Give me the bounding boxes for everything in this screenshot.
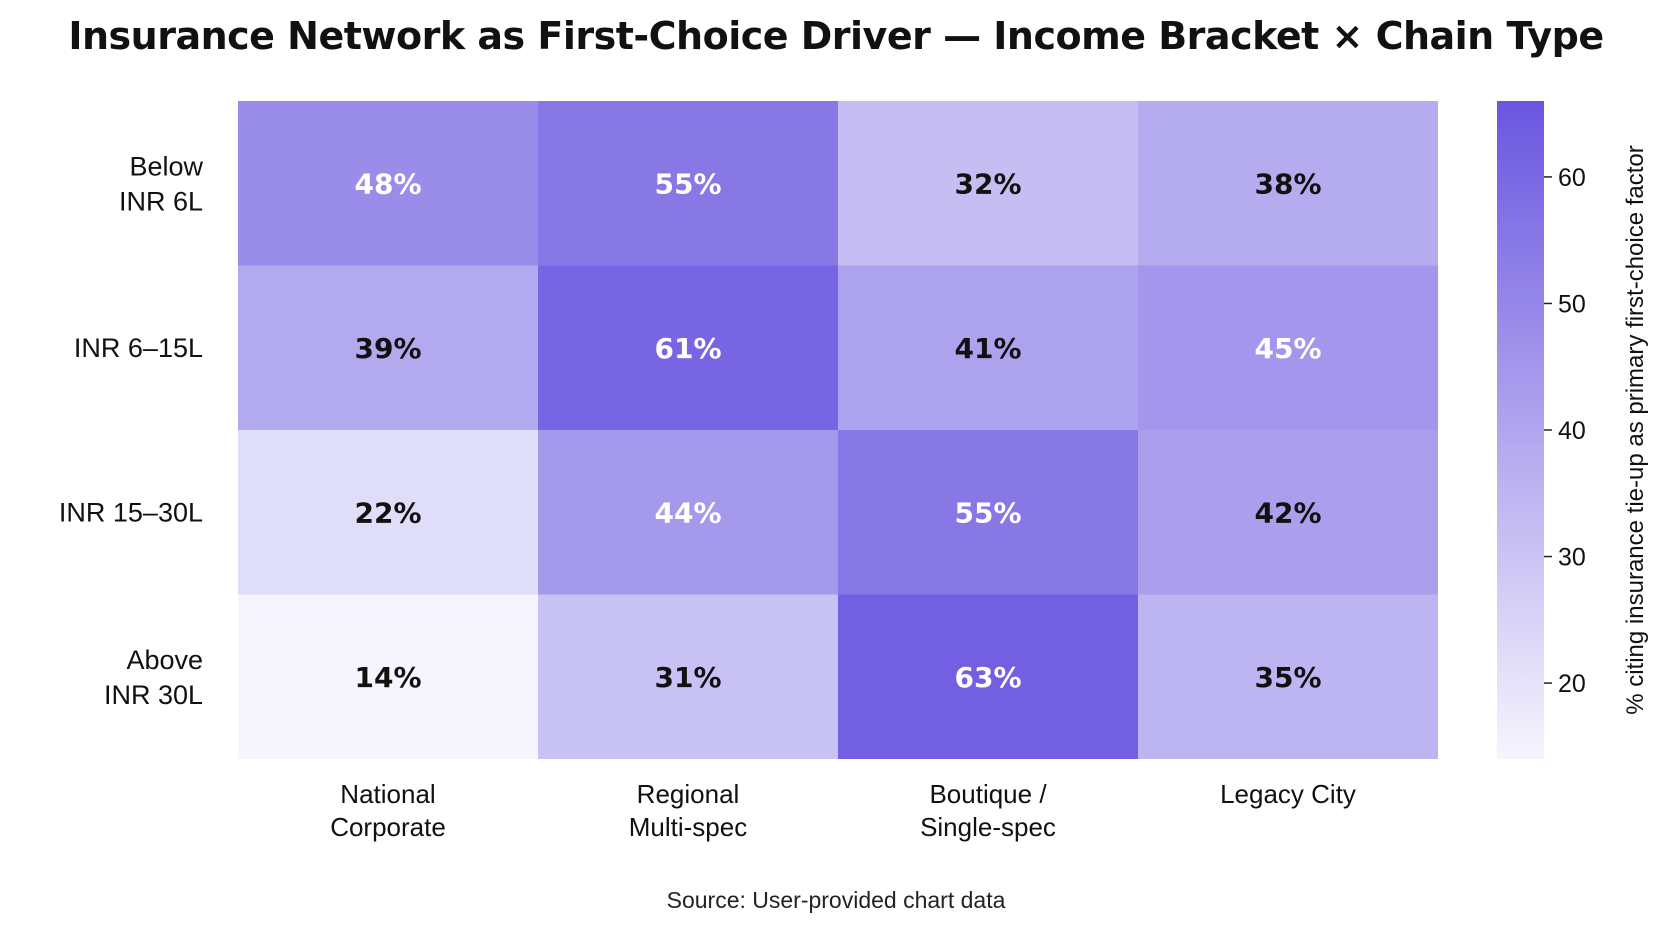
heatmap-cell	[1138, 594, 1438, 759]
cell-value-label: 14%	[354, 661, 421, 694]
column-label: Legacy City	[1220, 779, 1356, 809]
cell-value-label: 55%	[954, 496, 1021, 529]
cell-value-label: 22%	[354, 496, 421, 529]
source-note: Source: User-provided chart data	[666, 887, 1006, 913]
heatmap-cell	[838, 101, 1138, 266]
cell-value-label: 41%	[954, 332, 1021, 365]
heatmap-cell	[838, 265, 1138, 430]
cell-value-label: 32%	[954, 167, 1021, 200]
chart-title: Insurance Network as First-Choice Driver…	[68, 14, 1604, 58]
heatmap-cell	[538, 594, 838, 759]
cell-value-label: 31%	[654, 661, 721, 694]
colorbar-title: % citing insurance tie-up as primary fir…	[1622, 145, 1649, 715]
heatmap-cell	[1138, 265, 1438, 430]
heatmap-cell	[538, 265, 838, 430]
heatmap-cell	[538, 430, 838, 595]
heatmap-cell	[1138, 101, 1438, 266]
heatmap-cell	[238, 594, 538, 759]
column-label: Boutique / Single-spec	[920, 779, 1056, 842]
heatmap-cell	[1138, 430, 1438, 595]
colorbar-gradient	[1497, 101, 1544, 759]
cell-value-label: 42%	[1254, 496, 1321, 529]
heatmap-cells: 48% 55% 32% 38% 39% 61% 41% 45% 22% 44% 55% 42% 14% 3…	[238, 101, 1438, 759]
column-label: National Corporate	[330, 779, 446, 842]
row-label: Above INR 30L	[104, 645, 203, 710]
heatmap-cell	[238, 101, 538, 266]
cell-value-label: 63%	[954, 661, 1021, 694]
column-labels: National Corporate Regional Multi-spec Bouti…	[330, 779, 1356, 842]
colorbar-tick-label: 40	[1558, 417, 1586, 445]
row-labels: Below INR 6L INR 6–15L INR 15–30L Above INR 3…	[59, 151, 204, 710]
cell-value-label: 61%	[654, 332, 721, 365]
column-label: Regional Multi-spec	[629, 779, 747, 842]
colorbar-tick-label: 30	[1558, 544, 1586, 572]
row-label: INR 15–30L	[59, 497, 203, 527]
row-label: INR 6–15L	[74, 333, 203, 363]
heatmap-cell	[238, 265, 538, 430]
cell-value-label: 55%	[654, 167, 721, 200]
cell-value-label: 48%	[354, 167, 421, 200]
cell-value-label: 39%	[354, 332, 421, 365]
cell-value-label: 44%	[654, 496, 721, 529]
row-label: Below INR 6L	[119, 151, 204, 216]
cell-value-label: 38%	[1254, 167, 1321, 200]
colorbar: 20 30 40 50 60 % citing insurance tie-up as p…	[1497, 101, 1649, 759]
heatmap-cell	[838, 430, 1138, 595]
heatmap-cell	[238, 430, 538, 595]
colorbar-tick-label: 20	[1558, 670, 1586, 698]
colorbar-tick-label: 50	[1558, 290, 1586, 318]
heatmap-cell	[538, 101, 838, 266]
heatmap-cell	[838, 594, 1138, 759]
cell-value-label: 35%	[1254, 661, 1321, 694]
cell-value-label: 45%	[1254, 332, 1321, 365]
colorbar-tick-label: 60	[1558, 164, 1586, 192]
